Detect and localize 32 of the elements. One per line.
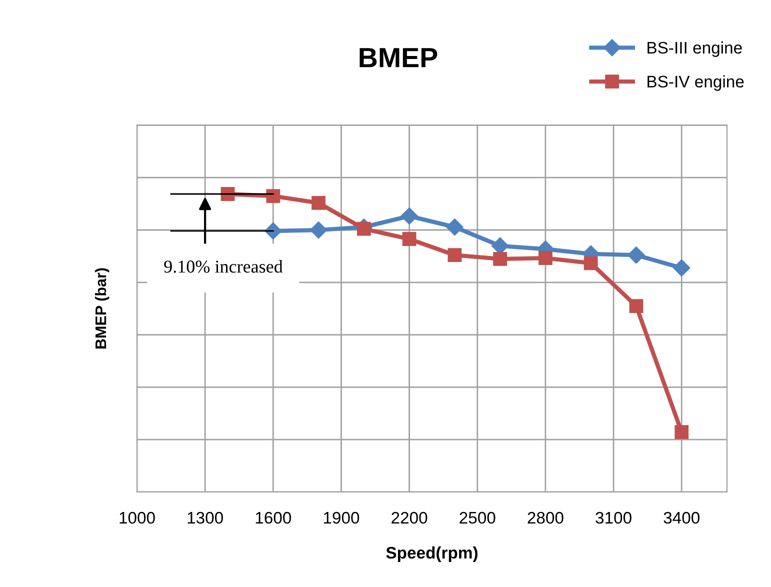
legend-label: BS-III engine [648,41,742,57]
x-tick-label: 2800 [528,512,564,524]
point [266,189,280,204]
y-axis-title: BMEP (bar) [94,268,110,349]
point [400,208,418,225]
x-tick-label: 3400 [664,512,700,524]
x-tick-label: 1600 [256,512,292,524]
point [448,248,462,262]
point [356,222,371,236]
point [402,232,416,246]
x-axis-title: Speed(rpm) [386,546,478,562]
x-tick-label: 1300 [188,512,223,524]
x-tick-label: 1000 [120,512,155,524]
x-tick-label: 3100 [596,512,632,524]
legend-label: BS-IV engine [648,75,744,91]
point [673,259,690,276]
chart-title: BMEP [360,48,438,68]
point [264,222,282,240]
point [312,196,326,210]
point [446,218,464,236]
point [310,222,328,239]
point [628,246,645,264]
point [584,256,598,270]
point [674,425,689,440]
annotation: 9.10% increased [164,260,283,273]
x-tick-label: 2500 [460,512,496,524]
point [629,299,644,313]
point [493,252,508,266]
point [538,251,552,266]
x-tick-label: 2200 [392,512,428,524]
point [220,187,235,201]
x-tick-label: 1900 [324,512,360,524]
